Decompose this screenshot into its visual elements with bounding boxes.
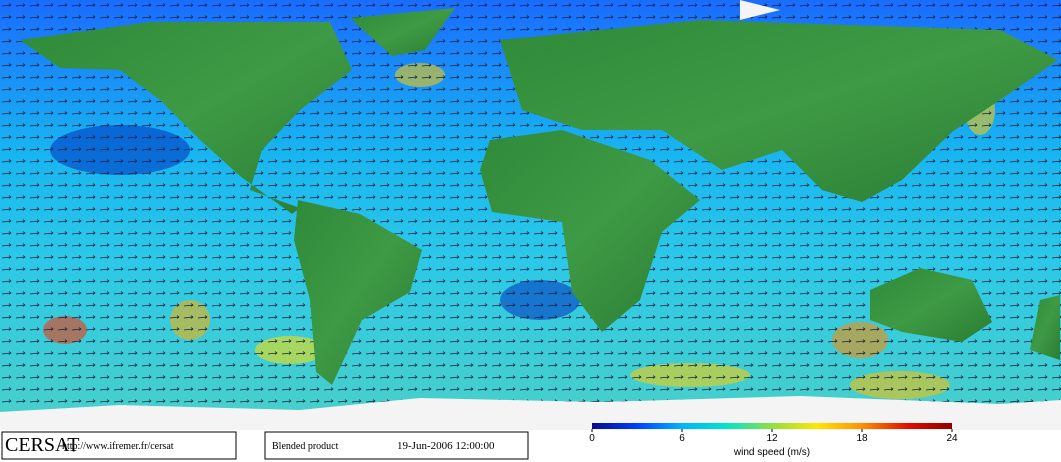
product: Blended product [272,441,339,452]
footer-box: Blended product 19-Jun-2006 12:00:00 [264,431,529,460]
box [264,431,529,460]
colorbar-tick-label: 12 [766,433,778,444]
date: 19-Jun-2006 12:00:00 [397,440,495,452]
colorbar-tick-label: 6 [679,433,685,444]
map [0,0,1061,430]
ice [740,0,780,20]
box [1,431,237,460]
colorbar-ramp [592,423,952,429]
antarctica [0,396,1061,430]
land [20,8,1060,385]
logo: CERSAT [5,434,79,456]
colorbar-tick-label: 0 [589,433,595,444]
colorbar: wind speed (m/s) 0 6 12 18 24 [589,423,958,458]
colorbar-tick-label: 18 [856,433,868,444]
footer-box: CERSAT http://www.ifremer.fr/cersat [1,431,237,460]
colorbar-tick-label: 24 [946,433,958,444]
url: http://www.ifremer.fr/cersat [62,441,174,452]
colorbar-label: wind speed (m/s) [733,447,810,458]
